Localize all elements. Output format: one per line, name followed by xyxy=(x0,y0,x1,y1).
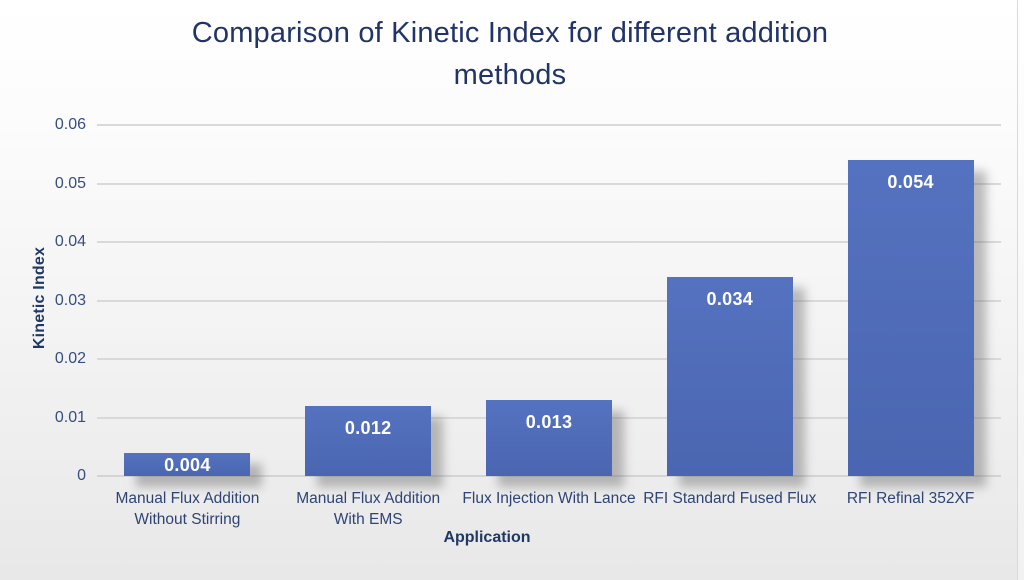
x-axis-title: Application xyxy=(443,529,531,546)
gridline xyxy=(97,358,1001,360)
x-category-label: RFI Standard Fused Flux xyxy=(643,490,817,507)
x-category-label: Manual Flux Addition With EMS xyxy=(296,490,441,528)
chart-title: Comparison of Kinetic Index for differen… xyxy=(191,17,829,91)
gridline xyxy=(97,182,1001,185)
y-tick-label: 0 xyxy=(77,467,86,484)
bar-value-label: 0.012 xyxy=(344,417,392,438)
y-tick-label: 0.05 xyxy=(54,174,86,192)
y-tick-label: 0.02 xyxy=(54,350,86,367)
slide-right-edge xyxy=(1017,0,1024,580)
gridline xyxy=(97,124,1001,126)
gridline xyxy=(97,241,1001,243)
x-category-label: Flux Injection With Lance xyxy=(462,490,636,507)
x-category-label: Manual Flux Addition Without Stirring xyxy=(115,490,260,528)
x-category-label: RFI Refinal 352XF xyxy=(846,490,975,507)
gridline xyxy=(97,475,1001,477)
bar-value-label: 0.054 xyxy=(887,172,934,193)
bar: 0.034 xyxy=(666,277,793,476)
bar: 0.012 xyxy=(305,405,432,476)
bar: 0.013 xyxy=(486,399,612,476)
y-tick-label: 0.01 xyxy=(54,408,86,426)
y-tick-label: 0.06 xyxy=(54,116,86,133)
bar-value-label: 0.004 xyxy=(164,454,211,475)
y-tick-label: 0.04 xyxy=(54,233,86,250)
bar: 0.054 xyxy=(847,160,974,476)
gridline xyxy=(97,299,1001,302)
bar-value-label: 0.013 xyxy=(525,411,573,432)
bar-value-label: 0.034 xyxy=(706,289,754,310)
bar: 0.004 xyxy=(124,452,251,476)
y-tick-label: 0.03 xyxy=(54,291,86,309)
